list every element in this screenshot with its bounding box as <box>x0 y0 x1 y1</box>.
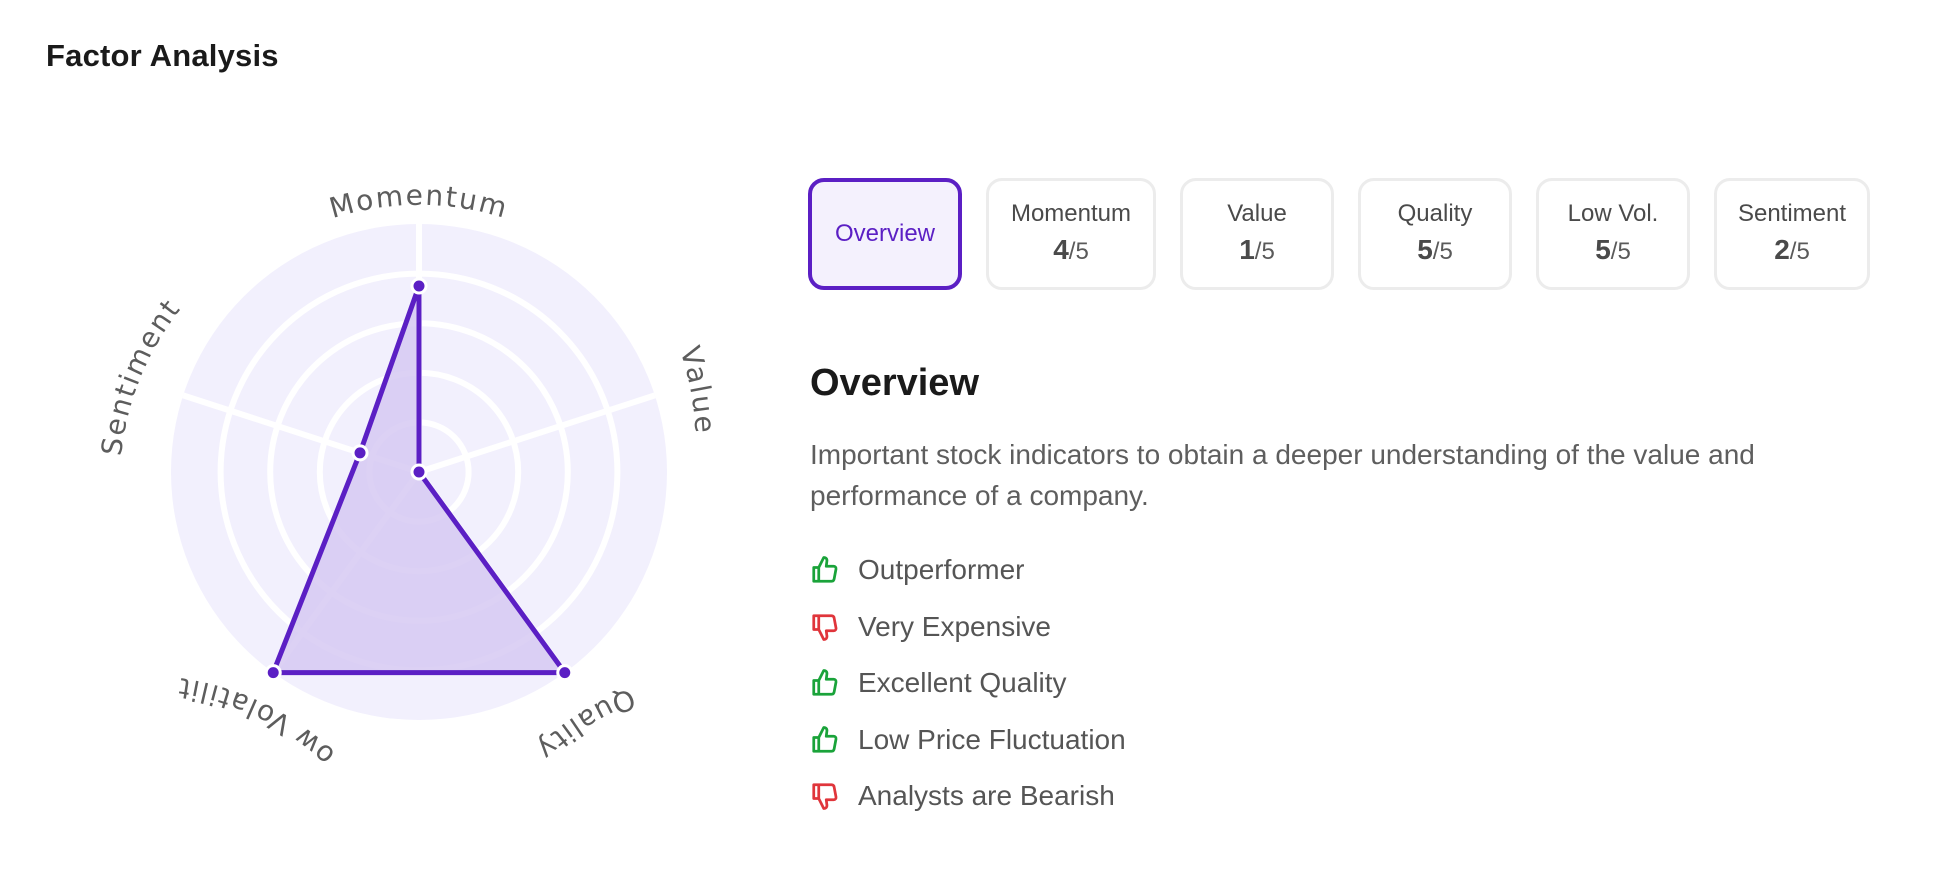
score-point <box>351 444 369 462</box>
score-max: /5 <box>1610 238 1631 265</box>
score-max: /5 <box>1432 238 1453 265</box>
score-max: /5 <box>1789 238 1810 265</box>
page-title: Factor Analysis <box>46 38 279 73</box>
thumbs-up-icon <box>812 725 838 753</box>
score-max: /5 <box>1068 238 1089 265</box>
thumbs-up-icon <box>812 556 838 583</box>
score-point <box>556 664 574 682</box>
tab-label: Low Vol. <box>1567 200 1659 227</box>
tab-momentum[interactable]: Momentum 4/5 <box>986 178 1156 290</box>
indicator-item: Analysts are Bearish <box>810 768 1126 825</box>
score-value: 5 <box>1595 234 1611 265</box>
axis-spoke <box>418 392 656 475</box>
tab-label: Momentum <box>1010 200 1132 227</box>
score-max: /5 <box>1254 238 1275 265</box>
indicator-text: Analysts are Bearish <box>858 780 1115 812</box>
indicator-item: Very Expensive <box>810 599 1126 656</box>
axis-label-value: Value <box>673 342 721 435</box>
tab-label: Sentiment <box>1737 200 1847 227</box>
axis-label-momentum: Momentum <box>326 179 513 225</box>
indicator-text: Very Expensive <box>858 610 1051 642</box>
thumbs-down-icon <box>812 614 838 641</box>
axis-label-sentiment: Sentiment <box>95 292 187 457</box>
indicator-item: Low Price Fluctuation <box>810 712 1126 769</box>
score-point <box>410 463 428 481</box>
indicator-text: Outperformer <box>858 554 1025 586</box>
score-point <box>264 664 282 682</box>
score-value: 1 <box>1239 234 1255 265</box>
radar-shape <box>264 277 574 682</box>
tab-quality[interactable]: Quality 5/5 <box>1358 178 1512 290</box>
axis-label-quality: Quality <box>529 682 640 768</box>
tab-score: 5/5 <box>1417 233 1453 269</box>
section-title: Overview <box>810 362 979 404</box>
tab-score: 4/5 <box>1053 233 1089 269</box>
score-value: 4 <box>1053 234 1069 265</box>
indicator-list: Outperformer Very Expensive Excellent Qu… <box>810 542 1126 825</box>
tab-score: 1/5 <box>1239 233 1275 269</box>
section-description: Important stock indicators to obtain a d… <box>810 439 1755 511</box>
indicator-item: Outperformer <box>810 542 1126 599</box>
tab-value[interactable]: Value 1/5 <box>1180 178 1334 290</box>
tab-sentiment[interactable]: Sentiment 2/5 <box>1714 178 1870 290</box>
tab-score: 5/5 <box>1595 233 1631 269</box>
indicator-item: Excellent Quality <box>810 655 1126 712</box>
score-value: 2 <box>1774 234 1790 265</box>
indicator-text: Low Price Fluctuation <box>858 723 1126 755</box>
tab-label: Value <box>1227 200 1287 227</box>
tab-score: 2/5 <box>1774 233 1810 269</box>
score-value: 5 <box>1417 234 1433 265</box>
indicator-text: Excellent Quality <box>858 667 1067 699</box>
tab-label: Overview <box>834 220 936 247</box>
tab-low-volatility[interactable]: Low Vol. 5/5 <box>1536 178 1690 290</box>
thumbs-up-icon <box>812 669 838 696</box>
radar-svg: Momentum Value Quality Low Volatility Se… <box>0 0 721 772</box>
factor-radar-chart: Momentum Value Quality Low Volatility Se… <box>0 0 840 872</box>
tab-overview[interactable]: Overview <box>808 178 962 290</box>
score-point <box>410 277 428 295</box>
thumbs-down-icon <box>812 783 838 811</box>
tab-label: Quality <box>1397 200 1473 227</box>
